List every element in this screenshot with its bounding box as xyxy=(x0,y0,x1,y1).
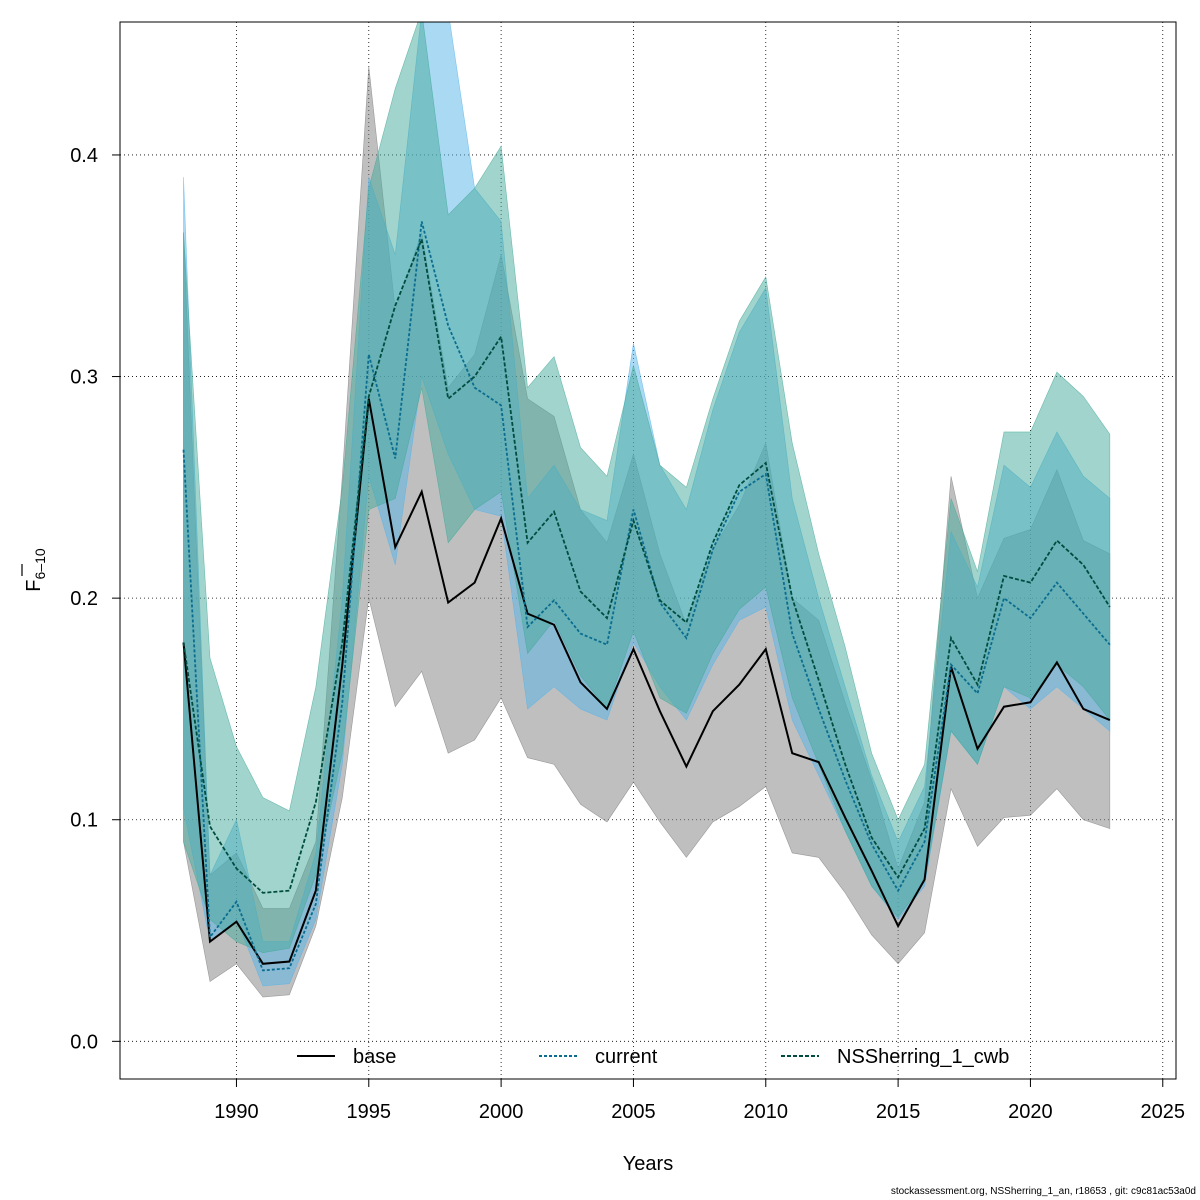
y-axis-title-sub: 6–10 xyxy=(32,548,48,579)
x-tick-label: 1990 xyxy=(214,1101,259,1123)
x-axis-title: Years xyxy=(623,1153,673,1175)
x-tick-label: 2020 xyxy=(1008,1101,1053,1123)
legend-label-current: current xyxy=(595,1046,658,1068)
y-axis-title: F6–10 xyxy=(21,548,48,592)
legend-label-NSSherring_1_cwb: NSSherring_1_cwb xyxy=(837,1046,1009,1068)
legend: base current NSSherring_1_cwb xyxy=(297,1046,1009,1068)
x-tick-label: 1995 xyxy=(347,1101,392,1123)
svg-text:F6–10: F6–10 xyxy=(23,548,48,592)
x-tick-label: 2010 xyxy=(744,1101,789,1123)
y-tick-label: 0.3 xyxy=(70,367,98,389)
x-tick-label: 2000 xyxy=(479,1101,524,1123)
y-tick-label: 0.4 xyxy=(70,145,98,167)
y-tick-label: 0.0 xyxy=(70,1031,98,1053)
series-line-base xyxy=(182,398,1111,965)
series-lines xyxy=(182,221,1111,972)
y-tick-label: 0.2 xyxy=(70,588,98,610)
series-line-current xyxy=(182,221,1111,972)
y-tick-label: 0.1 xyxy=(70,810,98,832)
footer-text: stockassessment.org, NSSherring_1_an, r1… xyxy=(890,1186,1196,1197)
legend-label-base: base xyxy=(353,1046,396,1068)
y-axis: 0.0 0.1 0.2 0.3 0.4 xyxy=(70,145,120,1053)
x-tick-label: 2025 xyxy=(1141,1101,1186,1123)
x-tick-label: 2005 xyxy=(611,1101,656,1123)
series-line-NSSherring_1_cwb xyxy=(182,235,1111,894)
x-axis: 1990 1995 2000 2005 2010 2015 2020 2025 xyxy=(214,1078,1186,1123)
x-tick-label: 2015 xyxy=(876,1101,921,1123)
y-axis-title-main: F xyxy=(23,579,45,591)
